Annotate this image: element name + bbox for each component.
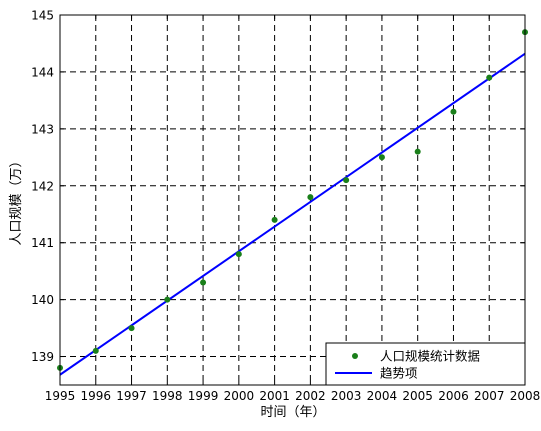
x-tick-label: 2008 [510,389,541,403]
x-tick-label: 2006 [438,389,469,403]
y-tick-label: 140 [31,293,54,307]
x-tick-label: 2001 [259,389,290,403]
data-point [450,108,457,115]
y-axis-title: 人口规模（万） [9,154,24,245]
data-point [235,251,242,258]
y-tick-label: 141 [31,236,54,250]
x-tick-label: 1999 [188,389,219,403]
data-point [378,154,385,161]
plot-area-border [59,14,526,386]
legend-scatter-label: 人口规模统计数据 [380,349,480,364]
grid [60,15,525,385]
data-point [307,194,314,201]
data-point [164,296,171,303]
x-tick-label: 1997 [116,389,147,403]
legend-line-label: 趋势项 [380,366,418,381]
x-tick-label: 2000 [224,389,255,403]
x-tick-label: 2003 [331,389,362,403]
x-tick-label: 1996 [80,389,111,403]
data-point [200,279,207,286]
x-tick-label: 2004 [367,389,398,403]
y-tick-label: 143 [31,122,54,136]
x-tick-label: 1995 [45,389,76,403]
x-tick-label: 2007 [474,389,505,403]
y-tick-label: 144 [31,65,54,79]
data-point [486,74,493,81]
trend-line [59,52,526,376]
data-point [271,216,278,223]
data-point [128,325,135,332]
y-tick-label: 139 [31,350,54,364]
legend: 人口规模统计数据 趋势项 [325,342,526,386]
legend-box [325,342,526,386]
data-point [92,347,99,354]
y-tick-label: 145 [31,9,54,23]
data-point [414,148,421,155]
x-tick-label: 1998 [152,389,183,403]
data-point [343,177,350,184]
y-tick-label: 142 [31,179,54,193]
x-tick-label: 2005 [402,389,433,403]
x-axis-title: 时间（年） [260,405,325,420]
legend-scatter-marker [352,353,358,359]
plot-series [57,29,528,376]
x-tick-label: 2002 [295,389,326,403]
axis-ticks: 1995 1996 1997 1998 1999 2000 2001 2002 2003 2004… [31,9,540,404]
